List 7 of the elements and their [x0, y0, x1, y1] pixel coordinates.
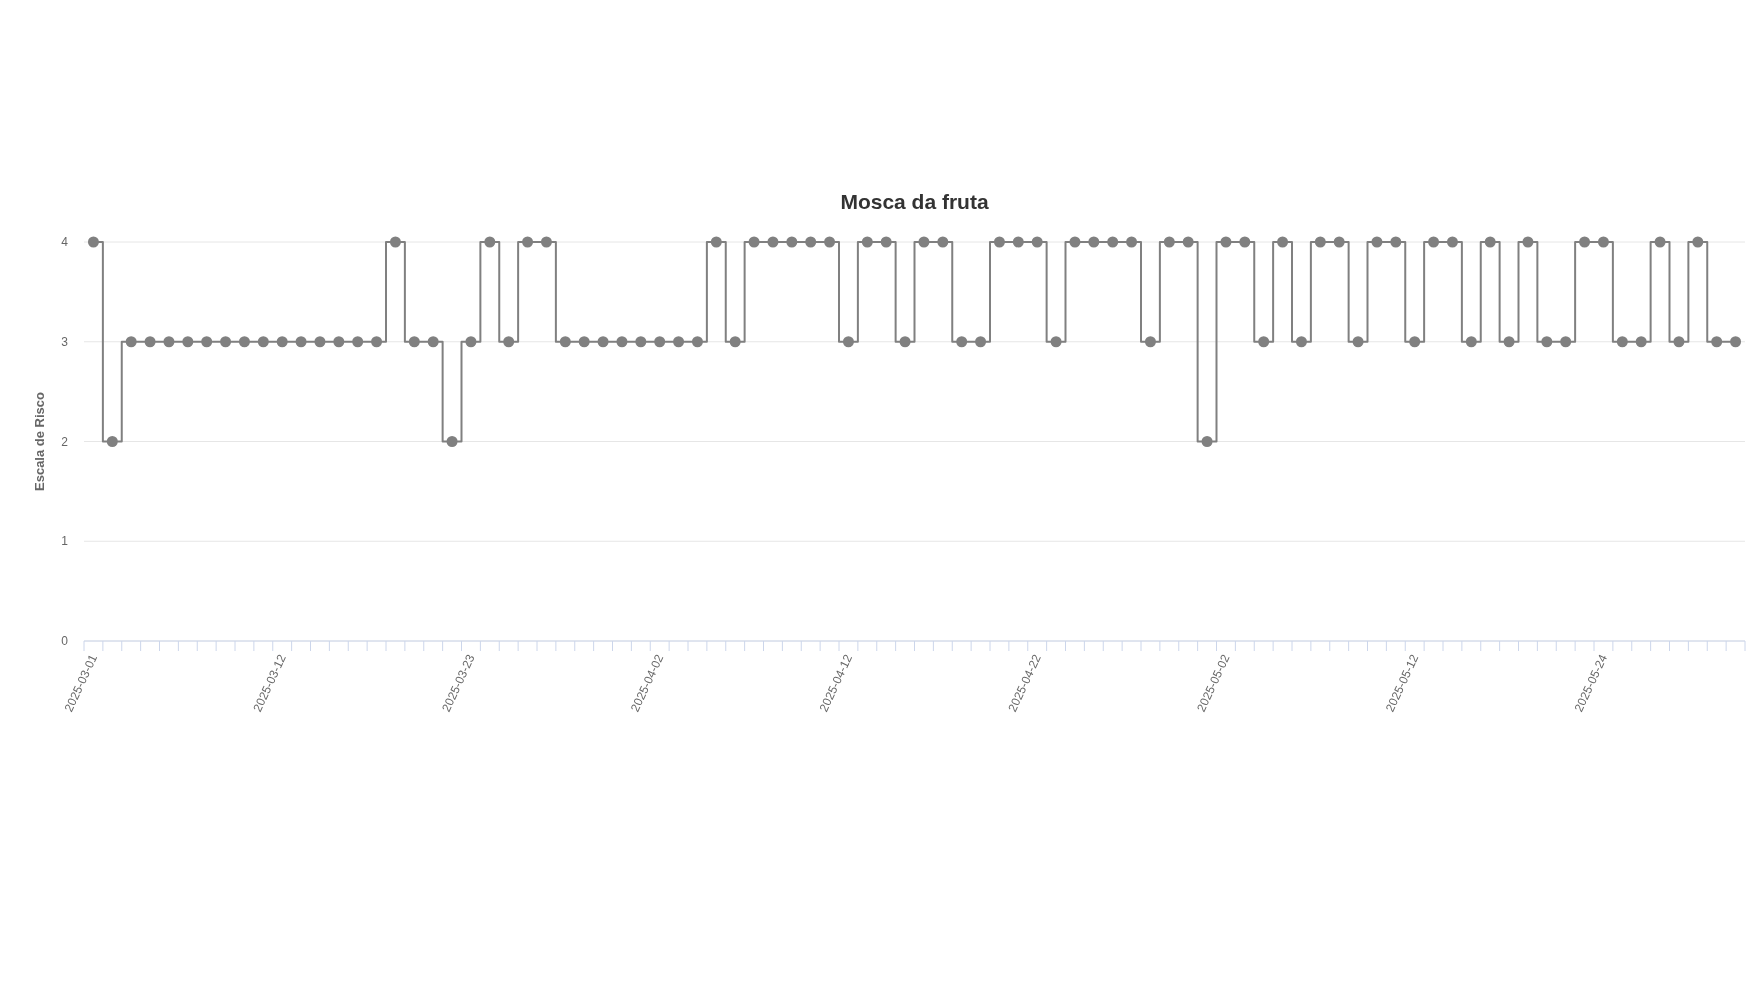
y-tick-label: 0	[61, 634, 69, 648]
y-tick-label: 4	[61, 235, 69, 249]
y-tick-label: 2	[61, 434, 69, 449]
y-tick-label: 3	[61, 334, 69, 349]
y-axis-title: Escala de Risco	[32, 391, 47, 491]
chart-title: Mosca da fruta	[840, 190, 989, 213]
y-tick-label: 1	[61, 534, 69, 549]
